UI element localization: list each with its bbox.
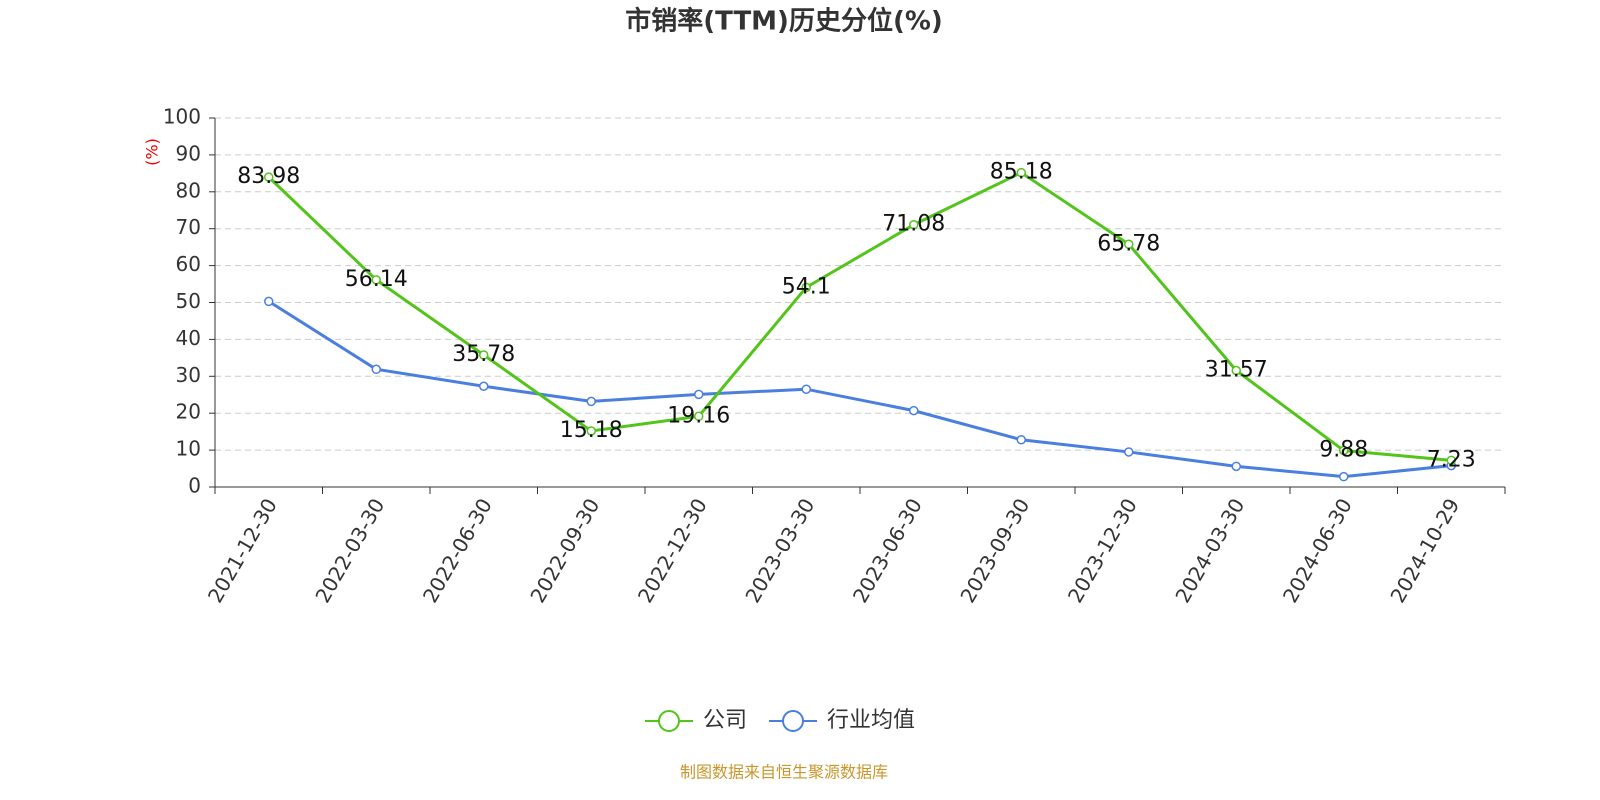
legend-label: 公司 (703, 708, 747, 733)
point (371, 275, 381, 285)
y-tick-label: 100 (163, 105, 201, 129)
data-label: 31.57 (1205, 358, 1268, 383)
point (694, 389, 704, 400)
point (909, 219, 919, 230)
data-label: 54.1 (782, 274, 831, 299)
point (1231, 461, 1241, 472)
y-tick-label: 60 (176, 252, 201, 276)
y-tick-label: 90 (176, 141, 201, 165)
x-tick-label: 2024-06-30 (1278, 494, 1357, 607)
data-label: 15.18 (560, 418, 623, 443)
data-label: 83.98 (237, 164, 300, 189)
y-tick-label: 30 (176, 363, 201, 387)
x-tick-label: 2021-12-30 (203, 494, 282, 607)
x-tick-label: 2023-06-30 (848, 494, 927, 607)
x-tick-label: 2022-06-30 (418, 494, 497, 607)
x-tick-label: 2022-03-30 (310, 494, 389, 607)
data-label: 65.78 (1097, 231, 1160, 256)
x-tick-label: 2024-03-30 (1170, 494, 1249, 607)
point (586, 396, 596, 407)
legend-marker (658, 710, 680, 732)
point (801, 384, 811, 394)
data-label: 9.88 (1319, 438, 1368, 463)
source-note: 制图数据来自恒生聚源数据库 (680, 763, 888, 782)
data-label: 71.08 (882, 212, 945, 237)
y-tick-label: 0 (188, 474, 201, 498)
y-tick-label: 10 (176, 437, 201, 461)
data-label: 56.14 (345, 267, 408, 292)
data-label: 7.23 (1427, 447, 1476, 472)
point (1016, 435, 1026, 445)
x-tick-label: 2024-10-29 (1385, 494, 1464, 607)
y-tick-label: 80 (176, 178, 201, 202)
data-label: 35.78 (452, 342, 515, 367)
data-label: 85.18 (990, 160, 1053, 185)
point (909, 405, 919, 416)
point (586, 426, 596, 436)
data-label: 19.16 (667, 403, 730, 428)
y-tick-label: 70 (176, 215, 201, 239)
point (264, 296, 274, 307)
y-tick-label: 40 (176, 326, 201, 350)
legend-marker (782, 710, 805, 732)
y-axis-label: (%) (143, 138, 162, 166)
series-line (267, 170, 1452, 462)
point (1339, 445, 1349, 456)
y-tick-label: 20 (176, 400, 201, 424)
point (479, 350, 489, 360)
point (1339, 471, 1349, 482)
point (801, 282, 811, 293)
point (1446, 455, 1456, 466)
y-tick-label: 50 (176, 289, 201, 313)
point (1231, 365, 1241, 376)
chart-title: 市销率(TTM)历史分位(%) (625, 6, 943, 37)
point (371, 364, 381, 375)
x-tick-label: 2022-09-30 (525, 494, 604, 607)
x-tick-label: 2023-03-30 (740, 494, 819, 607)
point (1124, 239, 1134, 250)
legend-label: 行业均值 (827, 708, 915, 733)
x-tick-label: 2022-12-30 (633, 494, 712, 607)
series-line (267, 300, 1452, 479)
x-tick-label: 2023-09-30 (955, 494, 1034, 607)
point (694, 411, 704, 422)
point (264, 172, 274, 182)
x-tick-label: 2023-12-30 (1063, 494, 1142, 607)
point (1124, 447, 1134, 457)
point (479, 381, 489, 392)
point (1016, 167, 1026, 178)
